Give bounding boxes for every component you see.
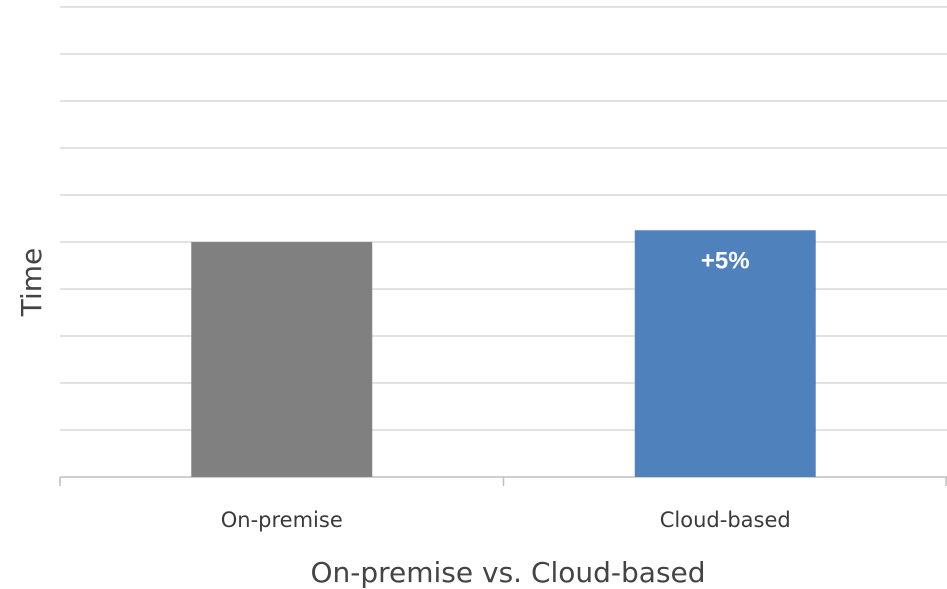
y-axis-title: Time — [15, 248, 48, 318]
data-label: +5% — [701, 247, 750, 274]
data-labels: +5% — [701, 247, 750, 274]
x-axis-title: On-premise vs. Cloud-based — [310, 556, 705, 589]
bar-cloud-based — [634, 230, 816, 477]
category-label: On-premise — [221, 508, 343, 532]
category-labels: On-premise Cloud-based — [221, 508, 791, 532]
bar-on-premise — [191, 242, 373, 477]
bars — [191, 230, 816, 477]
category-label: Cloud-based — [660, 508, 791, 532]
x-axis-ticks — [59, 477, 947, 486]
